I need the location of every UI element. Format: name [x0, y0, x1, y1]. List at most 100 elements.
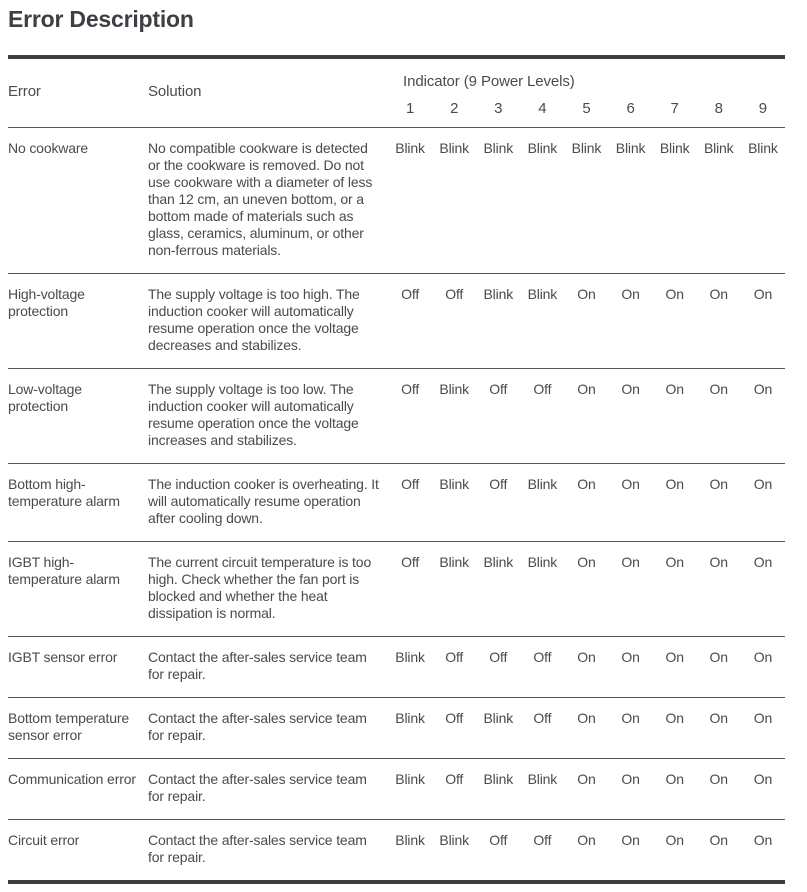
error-cell: Circuit error: [8, 832, 80, 848]
error-cell: Bottom high-temperature alarm: [8, 476, 120, 509]
indicator-cell: On: [577, 649, 596, 665]
indicator-cell: On: [665, 710, 684, 726]
error-cell: IGBT sensor error: [8, 649, 118, 665]
indicator-cell: On: [621, 476, 640, 492]
indicator-cell: Blink: [527, 140, 558, 156]
column-header-error: Error: [8, 82, 41, 100]
indicator-cell: On: [753, 286, 773, 302]
error-cell: Bottom temperature sensor error: [8, 710, 130, 743]
indicator-cell: Blink: [483, 710, 514, 726]
indicator-cell: Off: [401, 381, 420, 397]
table-row: Bottom high-temperature alarm The inducti…: [8, 464, 785, 542]
error-cell: Low-voltage protection: [8, 381, 82, 414]
power-level-header: 9: [758, 100, 768, 117]
power-level-header: 2: [450, 100, 459, 117]
indicator-cell: On: [709, 710, 729, 726]
error-cell: High-voltage protection: [8, 286, 85, 319]
indicator-cell: Blink: [439, 476, 469, 492]
solution-cell: The current circuit temperature is too h…: [148, 554, 372, 621]
indicator-cell: On: [665, 649, 684, 665]
header-row-power-levels: 1 2 3 4 5 6 7 8 9: [8, 90, 785, 128]
indicator-cell: On: [753, 832, 773, 848]
indicator-cell: Off: [445, 710, 464, 726]
table-row: Low-voltage protection The supply voltage…: [8, 369, 785, 464]
table-row: Circuit error Contact the after-sales ser…: [8, 820, 785, 882]
indicator-cell: On: [709, 832, 729, 848]
indicator-cell: Blink: [659, 140, 690, 156]
table-row: Bottom temperature sensor error Contact t…: [8, 698, 785, 759]
column-header-indicator-group: Indicator (9 Power Levels): [403, 73, 575, 90]
power-level-header: 7: [670, 100, 679, 117]
indicator-cell: Blink: [748, 140, 778, 156]
indicator-cell: Off: [489, 832, 508, 848]
indicator-cell: Off: [445, 649, 464, 665]
indicator-cell: Off: [489, 381, 508, 397]
indicator-cell: Blink: [571, 140, 602, 156]
indicator-cell: On: [753, 710, 773, 726]
indicator-cell: Off: [489, 476, 508, 492]
indicator-cell: On: [621, 381, 640, 397]
indicator-cell: Blink: [483, 286, 514, 302]
indicator-cell: Off: [445, 771, 464, 787]
indicator-cell: Blink: [395, 710, 425, 726]
indicator-cell: On: [753, 771, 773, 787]
indicator-cell: On: [709, 554, 729, 570]
indicator-cell: On: [753, 381, 773, 397]
indicator-cell: On: [577, 771, 596, 787]
indicator-cell: Off: [533, 649, 552, 665]
indicator-cell: On: [665, 771, 684, 787]
indicator-cell: Blink: [615, 140, 646, 156]
solution-cell: Contact the after-sales service team for…: [148, 710, 367, 743]
indicator-cell: On: [577, 710, 596, 726]
indicator-cell: On: [665, 832, 684, 848]
indicator-cell: On: [753, 649, 773, 665]
indicator-cell: Off: [533, 832, 552, 848]
column-header-solution: Solution: [148, 82, 202, 100]
error-cell: No cookware: [8, 140, 89, 156]
table-row: IGBT high-temperature alarm The current c…: [8, 542, 785, 637]
power-level-header: 4: [538, 100, 547, 117]
table-row: IGBT sensor error Contact the after-sales…: [8, 637, 785, 698]
indicator-cell: Blink: [703, 140, 734, 156]
indicator-cell: On: [665, 554, 684, 570]
indicator-cell: On: [709, 381, 729, 397]
indicator-cell: Off: [533, 710, 552, 726]
solution-cell: The supply voltage is too low. The induc…: [148, 381, 359, 448]
indicator-cell: On: [621, 710, 640, 726]
indicator-cell: Off: [401, 554, 420, 570]
indicator-cell: Blink: [395, 649, 425, 665]
header-row-group: Error Solution Indicator (9 Power Levels…: [8, 57, 785, 100]
indicator-cell: Blink: [483, 554, 514, 570]
indicator-cell: On: [621, 554, 640, 570]
indicator-cell: Blink: [439, 832, 469, 848]
indicator-cell: On: [577, 381, 596, 397]
indicator-cell: On: [665, 381, 684, 397]
indicator-cell: Off: [533, 381, 552, 397]
indicator-cell: On: [665, 286, 684, 302]
indicator-cell: Blink: [527, 771, 558, 787]
indicator-cell: On: [621, 286, 640, 302]
power-level-header: 6: [626, 100, 635, 117]
indicator-cell: Blink: [527, 554, 558, 570]
table-row: No cookware No compatible cookware is det…: [8, 128, 785, 274]
indicator-cell: Blink: [527, 476, 558, 492]
indicator-cell: Blink: [395, 140, 425, 156]
table-row: Communication error Contact the after-sal…: [8, 759, 785, 820]
indicator-cell: On: [621, 771, 640, 787]
indicator-cell: On: [665, 476, 684, 492]
error-cell: IGBT high-temperature alarm: [8, 554, 120, 587]
indicator-cell: On: [753, 554, 773, 570]
indicator-cell: Blink: [483, 771, 514, 787]
power-level-header: 8: [714, 100, 723, 117]
indicator-cell: On: [753, 476, 773, 492]
indicator-cell: On: [577, 476, 596, 492]
indicator-cell: On: [577, 832, 596, 848]
indicator-cell: Blink: [483, 140, 514, 156]
solution-cell: Contact the after-sales service team for…: [148, 771, 367, 804]
indicator-cell: On: [577, 286, 596, 302]
power-level-header: 5: [582, 100, 591, 117]
solution-cell: No compatible cookware is detected or th…: [148, 140, 373, 258]
indicator-cell: On: [709, 649, 729, 665]
indicator-cell: On: [621, 832, 640, 848]
error-cell: Communication error: [8, 771, 136, 787]
